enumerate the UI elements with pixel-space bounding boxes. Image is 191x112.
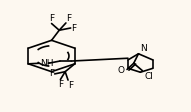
Text: F: F <box>49 69 54 78</box>
Text: NH: NH <box>40 59 53 68</box>
Text: F: F <box>68 81 73 90</box>
Text: F: F <box>71 24 76 32</box>
Text: O: O <box>117 66 124 74</box>
Text: N: N <box>140 44 147 53</box>
Text: F: F <box>66 14 71 23</box>
Text: Cl: Cl <box>144 72 153 81</box>
Text: F: F <box>49 14 54 23</box>
Text: F: F <box>58 80 63 89</box>
